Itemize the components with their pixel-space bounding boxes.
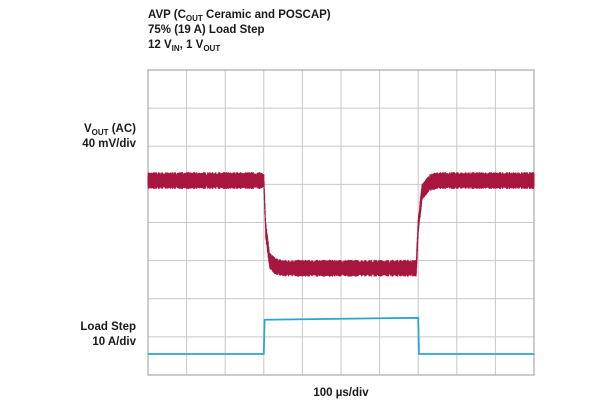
title-line-2: 75% (19 A) Load Step: [148, 24, 265, 36]
load-scale-label: 10 A/div: [92, 336, 136, 348]
vout-scale-label: 40 mV/div: [82, 138, 136, 150]
load-step-axis-label: Load Step 10 A/div: [80, 321, 136, 348]
title-line-1: AVP (COUT Ceramic and POSCAP): [148, 9, 331, 23]
traces: [147, 172, 535, 355]
vout-trace: [147, 172, 535, 277]
load-step-trace: [148, 316, 534, 355]
chart-title: AVP (COUT Ceramic and POSCAP) 75% (19 A)…: [148, 8, 331, 53]
grid: [147, 69, 535, 376]
plot-frame: [147, 69, 535, 376]
vout-axis-label: VOUT (AC) 40 mV/div: [82, 123, 136, 150]
title-line-3: 12 VIN, 1 VOUT: [148, 39, 221, 53]
time-scale-label: 100 µs/div: [313, 387, 369, 399]
